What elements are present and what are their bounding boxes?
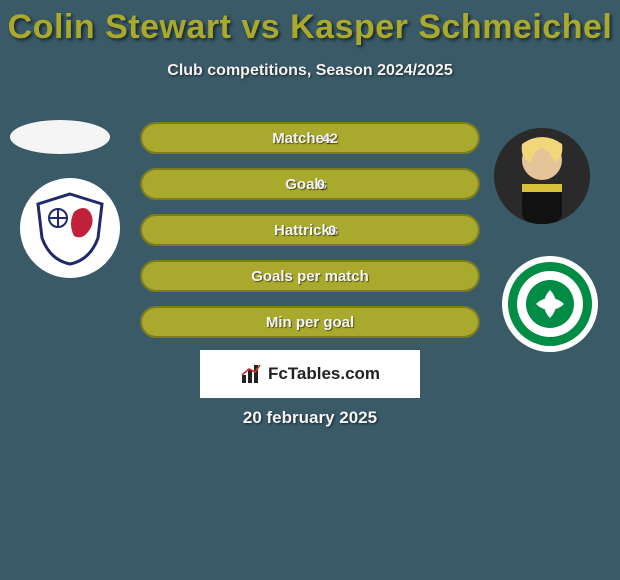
stat-bars: Matches42 Goals0 Hattricks0 Goals per match… [140, 122, 480, 338]
stat-bar-value-right: 0 [317, 176, 325, 192]
logo-text: FcTables.com [268, 364, 380, 384]
page-title: Colin Stewart vs Kasper Schmeichel [0, 8, 620, 47]
stat-bar-value-right: 0 [328, 222, 336, 238]
stat-bar: Hattricks0 [140, 214, 480, 246]
club-left-badge [20, 178, 120, 278]
stat-bar: Goals per match [140, 260, 480, 292]
fctables-logo: FcTables.com [200, 350, 420, 398]
stat-bar: Goals0 [140, 168, 480, 200]
player-left-avatar [10, 120, 110, 154]
date-text: 20 february 2025 [0, 408, 620, 428]
stat-bar-value-right: 42 [322, 130, 338, 146]
club-right-badge [502, 256, 598, 352]
stat-bar: Matches42 [140, 122, 480, 154]
stat-bar-label: Min per goal [266, 314, 354, 331]
stat-bar-label: Goals per match [251, 268, 369, 285]
stat-bar: Min per goal [140, 306, 480, 338]
subtitle: Club competitions, Season 2024/2025 [0, 62, 620, 80]
bars-icon [240, 363, 262, 385]
player-right-avatar [494, 128, 590, 224]
